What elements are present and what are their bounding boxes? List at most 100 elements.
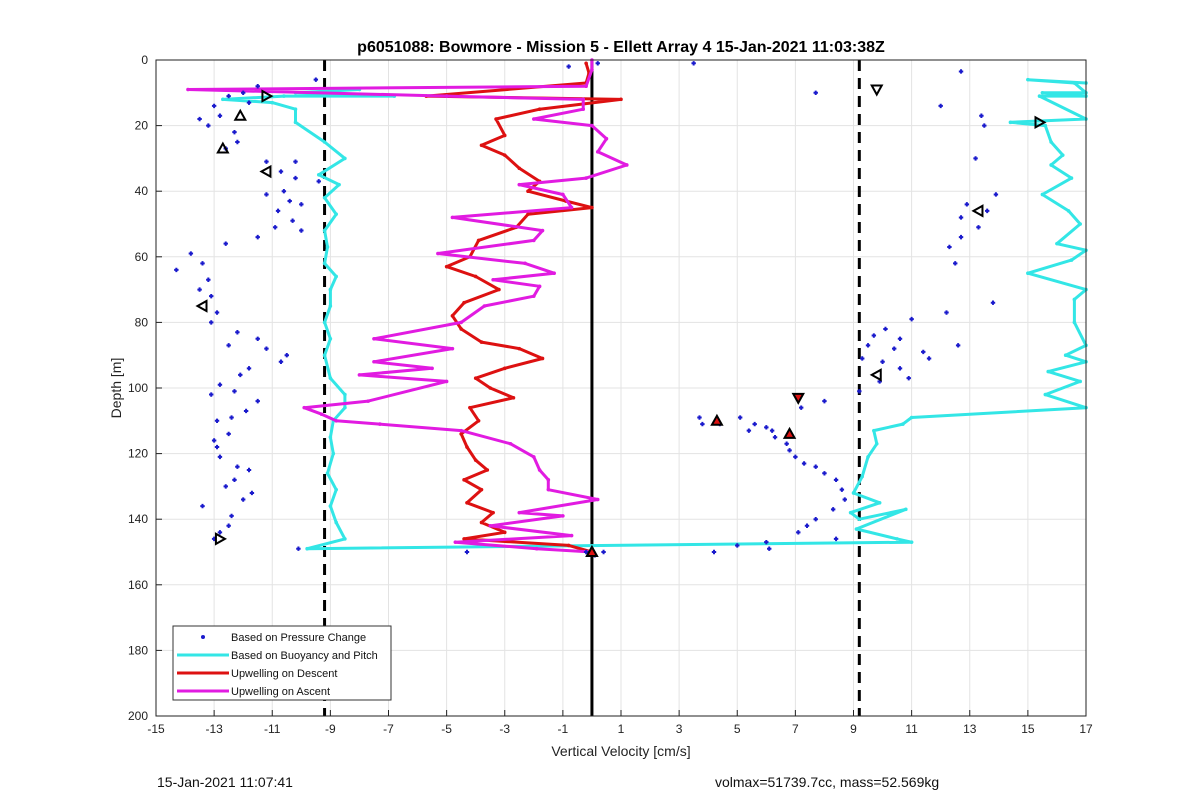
line-vertex [430, 366, 434, 371]
x-tick-label: 1 [618, 722, 625, 736]
x-tick-label: -11 [264, 722, 281, 736]
x-tick-label: -15 [147, 722, 165, 736]
line-vertex [343, 156, 347, 161]
triangle-marker [1034, 115, 1047, 130]
line-vertex [328, 504, 333, 508]
line-vertex [465, 445, 469, 449]
reference-lines [323, 60, 861, 716]
scatter-point [217, 382, 223, 387]
scatter-point [764, 539, 769, 545]
series-based-on-pressure-change [174, 61, 999, 558]
triangle-marker [195, 299, 208, 313]
line-vertex [1069, 176, 1074, 180]
scatter-point [767, 546, 772, 551]
y-axis-label: Depth [m] [108, 358, 124, 419]
line-vertex [1069, 258, 1074, 262]
scatter-point [290, 218, 295, 223]
scatter-point [880, 359, 885, 364]
line-vertex [186, 87, 190, 92]
scatter-point [217, 530, 223, 535]
line-vertex [625, 163, 629, 167]
scatter-point [798, 405, 804, 410]
line-vertex [537, 107, 542, 111]
scatter-point [188, 251, 194, 256]
triangle-marker [971, 204, 984, 218]
line-vertex [1043, 123, 1048, 128]
scatter-point [197, 287, 202, 292]
scatter-point [697, 415, 702, 420]
line-vertex [459, 428, 463, 433]
line-vertex [532, 117, 536, 121]
scatter-point [232, 477, 237, 483]
scatter-point [993, 192, 999, 197]
x-tick-label: 17 [1079, 722, 1093, 736]
line-vertex [854, 527, 859, 531]
scatter-point [206, 277, 211, 282]
x-tick-label: 5 [734, 722, 741, 736]
scatter-point [243, 408, 249, 414]
line-vertex [1055, 241, 1059, 246]
line-vertex [561, 192, 565, 197]
scatter-point [275, 208, 281, 214]
line-vertex [465, 501, 469, 505]
scatter-point [226, 431, 231, 437]
legend-item: Upwelling on Descent [177, 668, 337, 680]
line-vertex [517, 166, 522, 171]
line-vertex [476, 238, 481, 243]
legend-box [172, 625, 392, 701]
line-vertex [877, 501, 882, 505]
scatter-point [769, 428, 775, 433]
legend-item: Based on Buoyancy and Pitch [177, 650, 378, 662]
line-vertex [444, 94, 449, 98]
line-vertex [581, 107, 586, 111]
scatter-point [737, 415, 743, 420]
scatter-point [990, 300, 996, 305]
scatter-point [746, 428, 752, 433]
line-vertex [872, 428, 876, 433]
line-vertex [1078, 222, 1082, 226]
line-vertex [508, 441, 513, 446]
line-vertex [325, 471, 330, 476]
line-vertex [1026, 271, 1030, 276]
scatter-point [860, 356, 865, 361]
scatter-point [206, 123, 211, 128]
line-vertex [450, 215, 455, 220]
footer-info: volmax=51739.7cc, mass=52.569kg [715, 774, 940, 790]
line-vertex [537, 284, 542, 289]
line-vertex [517, 510, 522, 515]
line-vertex [319, 412, 324, 417]
line-vertex [328, 435, 333, 440]
scatter-point [964, 202, 970, 207]
line-vertex [328, 376, 333, 380]
scatter-point [926, 356, 932, 361]
line-vertex [322, 320, 327, 325]
scatter-point [235, 139, 240, 145]
scatter-point [217, 454, 223, 460]
scatter-point [787, 448, 792, 453]
scatter-point [700, 421, 705, 427]
line-vertex [526, 212, 530, 216]
x-tick-label: 11 [905, 722, 918, 736]
line-vertex [502, 366, 507, 371]
scatter-point [214, 418, 220, 423]
scatter-point [235, 330, 240, 335]
legend-swatch [201, 635, 205, 639]
line-vertex [491, 277, 495, 282]
scatter-point [822, 398, 827, 404]
line-vertex [511, 396, 516, 400]
scatter-point [264, 346, 269, 351]
scatter-point [272, 225, 278, 230]
y-tick-label: 180 [128, 643, 148, 657]
scatter-point [891, 346, 897, 351]
x-tick-label: -3 [499, 722, 510, 736]
line-vertex [497, 287, 501, 292]
triangle-marker [261, 89, 274, 103]
y-tick-label: 120 [128, 447, 148, 461]
line-vertex [282, 94, 286, 98]
line-vertex [325, 245, 330, 249]
line-vertex [322, 228, 327, 233]
scatter-point [982, 123, 987, 128]
x-tick-label: -9 [325, 722, 336, 736]
scatter-point [316, 179, 321, 184]
scatter-point [281, 189, 287, 194]
